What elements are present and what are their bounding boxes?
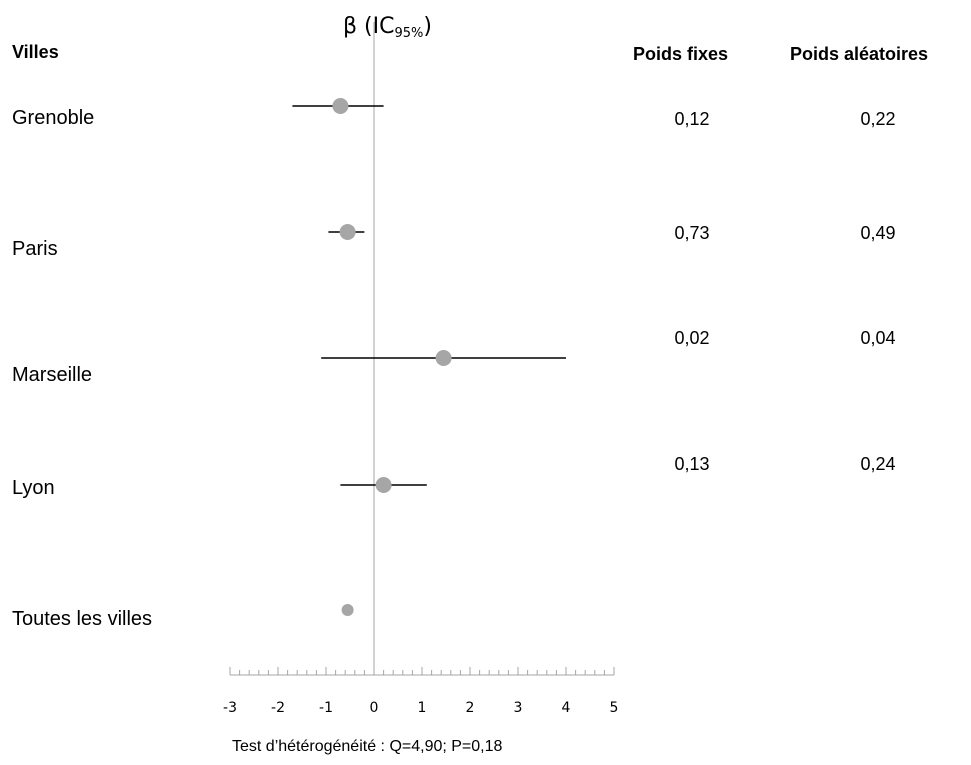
poids-fixes-value: 0,12 [674, 109, 710, 129]
poids-fixes-header: Poids fixes [633, 44, 729, 64]
beta-ci-header: β (IC95%) [343, 14, 432, 41]
city-label: Lyon [12, 477, 55, 499]
point-estimate [339, 224, 356, 240]
point-estimate [435, 350, 452, 366]
city-label: Toutes les villes [12, 608, 153, 630]
poids-aleatoires-value: 0,24 [860, 454, 896, 474]
point-estimate [332, 98, 349, 114]
heterogeneity-test-note: Test d’hétérogénéité : Q=4,90; P=0,18 [232, 738, 503, 755]
beta-ci-main: β (IC [343, 14, 395, 39]
poids-aleatoires-value: 0,04 [860, 328, 896, 348]
city-label: Marseille [12, 364, 93, 386]
x-tick-label: -3 [223, 700, 237, 716]
point-estimate [375, 477, 392, 493]
x-tick-label: -2 [271, 700, 285, 716]
villes-header: Villes [12, 42, 59, 62]
city-label: Grenoble [12, 107, 95, 129]
city-label: Paris [12, 238, 58, 260]
x-tick-label: 4 [562, 700, 571, 716]
beta-ci-close: ) [423, 14, 432, 39]
poids-fixes-value: 0,02 [674, 328, 710, 348]
poids-aleatoires-header: Poids aléatoires [790, 44, 929, 64]
x-tick-label: 1 [418, 700, 427, 716]
poids-fixes-value: 0,73 [674, 223, 710, 243]
poids-aleatoires-value: 0,49 [860, 223, 896, 243]
point-estimate [341, 604, 354, 616]
x-tick-label: -1 [319, 700, 333, 716]
x-tick-label: 2 [466, 700, 475, 716]
x-tick-label: 3 [514, 700, 523, 716]
x-tick-label: 5 [610, 700, 619, 716]
poids-fixes-value: 0,13 [674, 454, 710, 474]
beta-ci-subscript: 95% [394, 26, 424, 41]
poids-aleatoires-value: 0,22 [860, 109, 896, 129]
x-tick-label: 0 [370, 700, 379, 716]
